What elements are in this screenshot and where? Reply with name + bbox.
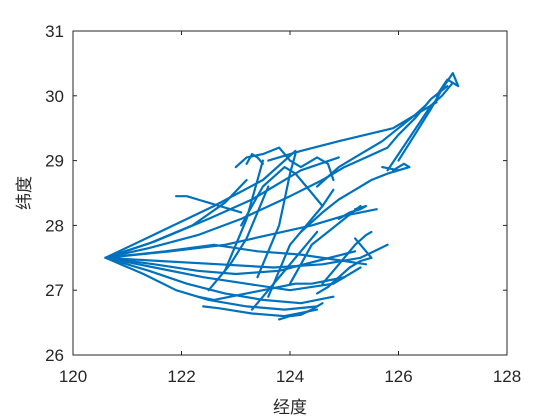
y-tick-label: 30 <box>45 87 64 106</box>
track-line <box>104 243 389 269</box>
y-tick-label: 26 <box>45 346 64 365</box>
y-axis-title: 纬度 <box>15 176 35 210</box>
track-line <box>104 178 324 259</box>
y-axis: 26 27 28 29 30 31 <box>45 22 507 365</box>
x-axis: 120 122 124 126 128 <box>59 31 521 386</box>
track-line <box>321 230 373 285</box>
y-tick-label: 28 <box>45 216 64 235</box>
track-line <box>354 237 373 259</box>
track-line <box>245 153 264 165</box>
y-tick-label: 29 <box>45 152 64 171</box>
x-tick-label: 128 <box>493 367 521 386</box>
track-line <box>267 188 335 298</box>
track-line <box>223 159 264 272</box>
track-line <box>288 204 362 285</box>
track-line <box>337 204 368 220</box>
y-tick-label: 27 <box>45 281 64 300</box>
track-line <box>104 243 368 266</box>
plot-frame <box>72 30 508 356</box>
track-line <box>104 149 297 259</box>
track-line <box>202 305 319 318</box>
track-series-group <box>104 71 460 321</box>
track-line <box>321 84 449 182</box>
track-line <box>250 230 319 311</box>
track-line <box>104 256 335 305</box>
track-line <box>104 250 357 276</box>
track-line <box>207 185 270 292</box>
track-line <box>299 169 400 233</box>
track-line <box>381 162 411 172</box>
track-line <box>175 195 243 214</box>
x-axis-title: 经度 <box>273 398 307 418</box>
track-line <box>240 166 324 227</box>
track-line <box>316 256 373 295</box>
track-line <box>104 256 362 292</box>
x-tick-label: 124 <box>276 367 304 386</box>
track-line <box>104 178 248 259</box>
x-tick-label: 120 <box>59 367 87 386</box>
track-line <box>397 71 460 162</box>
track-line <box>278 302 324 321</box>
x-tick-label: 126 <box>384 367 412 386</box>
track-line <box>267 101 438 162</box>
track-line <box>386 81 454 172</box>
y-tick-label: 31 <box>45 22 64 41</box>
x-tick-label: 122 <box>167 367 195 386</box>
track-line <box>256 153 297 279</box>
